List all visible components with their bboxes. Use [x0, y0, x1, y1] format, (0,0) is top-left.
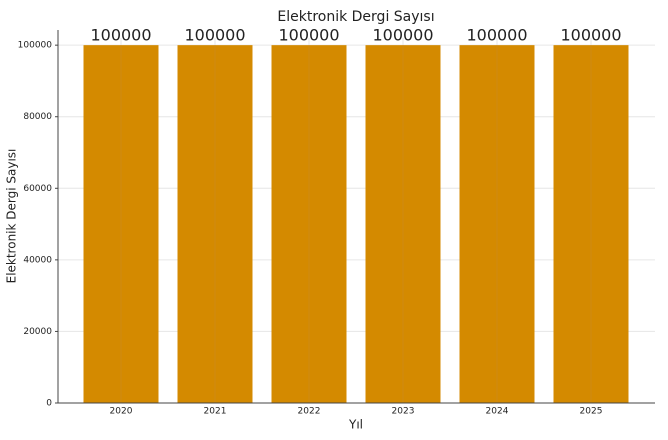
y-tick-label: 60000 [23, 184, 52, 194]
x-tick-label: 2024 [486, 407, 509, 417]
value-label: 100000 [278, 26, 339, 45]
x-tick-label: 2022 [298, 407, 321, 417]
value-label: 100000 [466, 26, 527, 45]
x-tick-label: 2021 [204, 407, 227, 417]
value-label: 100000 [184, 26, 245, 45]
y-tick-label: 80000 [23, 112, 52, 122]
x-tick-label: 2020 [110, 407, 133, 417]
x-tick-label: 2025 [580, 407, 603, 417]
y-tick-label: 40000 [23, 255, 52, 265]
chart-title: Elektronik Dergi Sayısı [277, 9, 434, 25]
value-label: 100000 [90, 26, 151, 45]
x-axis-label: Yıl [348, 418, 363, 432]
x-tick-label: 2023 [392, 407, 415, 417]
y-tick-label: 100000 [18, 41, 53, 51]
y-tick-label: 20000 [23, 327, 52, 337]
y-axis-label: Elektronik Dergi Sayısı [5, 149, 19, 284]
y-tick-label: 0 [46, 399, 52, 409]
value-label: 100000 [372, 26, 433, 45]
value-label: 100000 [560, 26, 621, 45]
